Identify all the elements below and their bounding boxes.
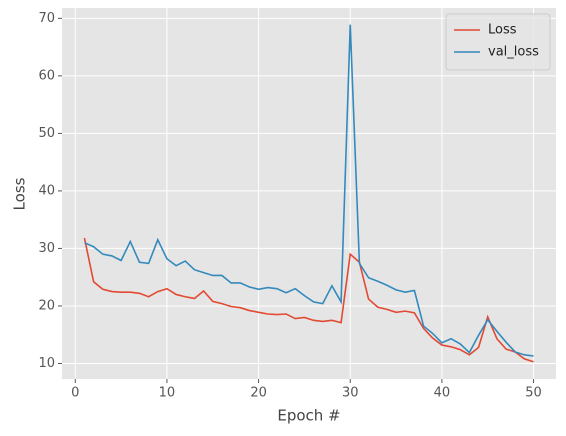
series-line xyxy=(84,24,534,357)
y-tick-label: 30 xyxy=(38,241,55,256)
y-tick-label: 50 xyxy=(38,126,55,141)
x-tick-label: 40 xyxy=(434,386,451,401)
x-axis-label: Epoch # xyxy=(277,407,340,425)
y-tick-label: 70 xyxy=(38,11,55,26)
legend-label: Loss xyxy=(488,23,517,38)
series-line xyxy=(83,237,534,363)
y-tick-label: 40 xyxy=(38,183,55,198)
x-tick-label: 30 xyxy=(342,386,359,401)
y-tick-label: 10 xyxy=(38,356,55,371)
x-tick-label: 20 xyxy=(250,386,267,401)
legend-box xyxy=(445,13,551,71)
x-tick-label: 50 xyxy=(525,386,542,401)
y-tick-label: 20 xyxy=(38,298,55,313)
x-tick-label: 0 xyxy=(71,386,79,401)
y-tick-label: 60 xyxy=(38,68,55,83)
legend-label: val_loss xyxy=(488,45,539,60)
x-tick-label: 10 xyxy=(159,386,176,401)
y-axis-label: Loss xyxy=(11,177,29,210)
